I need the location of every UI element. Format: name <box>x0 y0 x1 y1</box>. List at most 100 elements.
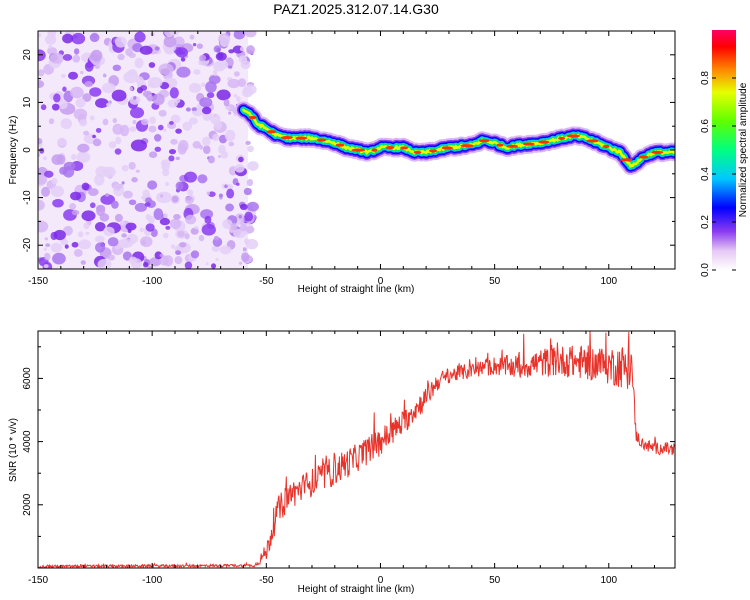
noise-blob <box>112 123 123 135</box>
noise-blob <box>122 190 133 199</box>
noise-blob <box>50 242 63 253</box>
noise-blob <box>149 116 156 125</box>
noise-blob <box>129 86 134 91</box>
noise-blob <box>92 134 96 139</box>
noise-blob <box>115 136 122 145</box>
ridge-peak <box>248 115 257 120</box>
noise-blob <box>225 105 231 110</box>
noise-blob <box>154 133 162 142</box>
snr-y-ticks: 2000 4000 6000 <box>22 346 675 537</box>
noise-blob <box>189 34 195 40</box>
noise-blob <box>209 113 221 125</box>
noise-blob <box>88 188 99 197</box>
noise-blob <box>107 237 119 247</box>
noise-blob <box>62 86 67 92</box>
noise-blob <box>76 151 91 163</box>
noise-blob <box>184 261 193 269</box>
noise-blob <box>140 118 149 126</box>
noise-blob <box>136 87 144 94</box>
noise-blob <box>168 148 177 155</box>
noise-blob <box>134 57 144 69</box>
noise-field <box>38 31 259 269</box>
noise-blob <box>215 52 227 61</box>
colorbar-label: Normalized spectral amplitude <box>738 82 749 217</box>
noise-blob <box>117 239 130 249</box>
noise-blob <box>184 233 190 240</box>
noise-blob <box>139 45 153 55</box>
noise-blob <box>53 93 61 103</box>
noise-blob <box>160 159 171 167</box>
noise-blob <box>191 107 197 112</box>
noise-blob <box>50 185 65 198</box>
noise-blob <box>44 170 54 178</box>
noise-blob <box>223 99 230 107</box>
ridge-peak <box>295 136 308 140</box>
noise-blob <box>38 153 41 157</box>
noise-blob <box>188 82 202 93</box>
noise-blob <box>233 93 238 98</box>
noise-blob <box>147 215 155 224</box>
noise-blob <box>240 60 251 70</box>
noise-blob <box>82 93 92 102</box>
noise-blob <box>227 78 241 89</box>
noise-blob <box>72 54 81 63</box>
noise-blob <box>158 109 167 117</box>
noise-blob <box>192 110 198 115</box>
noise-blob <box>169 87 179 99</box>
noise-blob <box>128 256 138 265</box>
noise-blob <box>60 118 73 130</box>
noise-blob <box>92 138 102 147</box>
noise-blob <box>236 96 241 102</box>
noise-blob <box>163 128 167 132</box>
noise-blob <box>129 126 137 132</box>
noise-blob <box>154 146 162 152</box>
x-tick-label: 0 <box>378 276 384 287</box>
noise-blob <box>179 242 187 248</box>
noise-blob <box>48 44 53 49</box>
x-tick-label: 50 <box>489 575 501 586</box>
noise-blob <box>153 208 164 221</box>
noise-blob <box>62 53 73 61</box>
noise-blob <box>148 62 156 68</box>
noise-blob <box>121 164 129 172</box>
noise-blob <box>212 133 220 142</box>
noise-blob <box>198 61 202 66</box>
noise-blob <box>241 252 250 262</box>
ridge-peak <box>280 136 293 140</box>
ridge-peak <box>566 134 580 138</box>
noise-blob <box>205 262 209 266</box>
noise-blob <box>175 181 184 191</box>
noise-blob <box>38 174 48 185</box>
noise-blob <box>245 140 251 145</box>
noise-blob <box>163 213 168 219</box>
noise-blob <box>129 107 145 119</box>
y-tick-label: -10 <box>22 190 33 205</box>
noise-blob <box>225 203 235 212</box>
noise-blob <box>51 103 60 111</box>
noise-blob <box>236 182 240 186</box>
x-tick-label: -100 <box>142 276 162 287</box>
noise-blob <box>94 242 106 253</box>
noise-blob <box>177 230 185 238</box>
noise-blob <box>70 191 82 201</box>
noise-blob <box>77 143 90 153</box>
noise-blob <box>182 121 193 131</box>
noise-blob <box>205 81 217 93</box>
noise-blob <box>216 89 231 101</box>
noise-blob <box>146 94 154 102</box>
noise-blob <box>147 82 156 88</box>
y-tick-label: 20 <box>22 49 33 61</box>
x-tick-label: 50 <box>489 276 501 287</box>
snr-frame <box>37 330 676 569</box>
noise-blob <box>196 43 204 49</box>
noise-blob <box>95 98 109 109</box>
noise-blob <box>147 266 152 269</box>
noise-blob <box>213 235 220 241</box>
noise-blob <box>103 226 115 237</box>
x-tick-label: 100 <box>600 575 617 586</box>
noise-blob <box>38 220 49 233</box>
noise-blob <box>95 235 105 243</box>
noise-blob <box>38 137 43 145</box>
noise-blob <box>148 151 158 159</box>
noise-blob <box>39 147 45 154</box>
